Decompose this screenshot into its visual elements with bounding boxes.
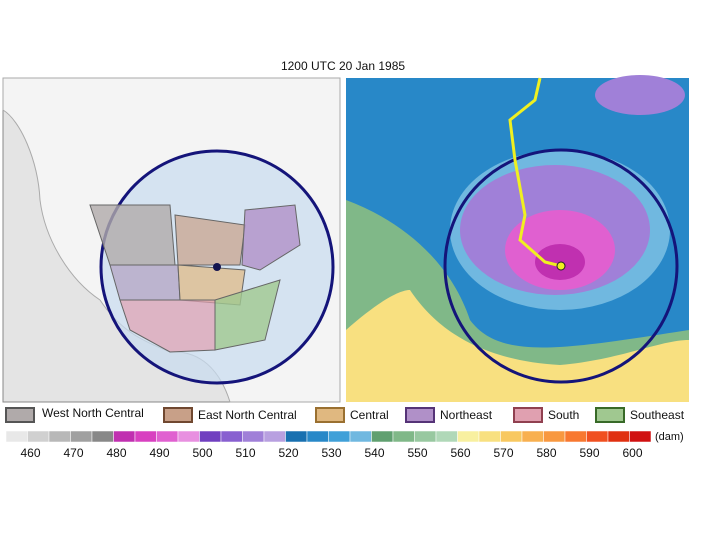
colorbar-label: 590 bbox=[579, 446, 599, 460]
colorbar-box bbox=[392, 430, 415, 443]
colorbar-box bbox=[457, 430, 480, 443]
colorbar-box bbox=[199, 430, 222, 443]
colorbar-box bbox=[285, 430, 308, 443]
left-map bbox=[2, 77, 341, 403]
legend-label: West North Central bbox=[42, 406, 144, 420]
colorbar-label: 580 bbox=[536, 446, 556, 460]
colorbar-label: 560 bbox=[450, 446, 470, 460]
colorbar-label: 570 bbox=[493, 446, 513, 460]
legend-swatch bbox=[513, 407, 543, 423]
colorbar-box bbox=[177, 430, 200, 443]
colorbar-box bbox=[220, 430, 243, 443]
colorbar-box bbox=[48, 430, 71, 443]
title: 1200 UTC 20 Jan 1985 bbox=[281, 59, 405, 73]
legend-swatch bbox=[5, 407, 35, 423]
colorbar-box bbox=[328, 430, 351, 443]
colorbar-box bbox=[500, 430, 523, 443]
colorbar-box bbox=[521, 430, 544, 443]
colorbar-box bbox=[242, 430, 265, 443]
colorbar-unit: (dam) bbox=[655, 431, 684, 443]
colorbar-box bbox=[564, 430, 587, 443]
legend-label: Central bbox=[350, 408, 389, 422]
colorbar-box bbox=[586, 430, 609, 443]
legend-label: East North Central bbox=[198, 408, 297, 422]
colorbar-box bbox=[91, 430, 114, 443]
colorbar-label: 600 bbox=[622, 446, 642, 460]
legend-swatch bbox=[315, 407, 345, 423]
colorbar-label: 530 bbox=[321, 446, 341, 460]
right-map bbox=[346, 75, 689, 402]
legend-label: Northeast bbox=[440, 408, 493, 422]
colorbar-label: 500 bbox=[192, 446, 212, 460]
colorbar-box bbox=[306, 430, 329, 443]
colorbar-box bbox=[263, 430, 286, 443]
legend-swatch bbox=[595, 407, 625, 423]
colorbar-box bbox=[156, 430, 179, 443]
colorbar-box bbox=[607, 430, 630, 443]
colorbar-label: 520 bbox=[278, 446, 298, 460]
colorbar-box bbox=[414, 430, 437, 443]
colorbar-box bbox=[5, 430, 28, 443]
colorbar-label: 510 bbox=[235, 446, 255, 460]
colorbar-label: 540 bbox=[364, 446, 384, 460]
colorbar-box bbox=[543, 430, 566, 443]
legend-label: South bbox=[548, 408, 579, 422]
legend-swatch bbox=[163, 407, 193, 423]
colorbar-box bbox=[435, 430, 458, 443]
legend-label: Southeast bbox=[630, 408, 685, 422]
colorbar-label: 470 bbox=[63, 446, 83, 460]
colorbar-box bbox=[629, 430, 652, 443]
colorbar-label: 460 bbox=[20, 446, 40, 460]
colorbar-label: 490 bbox=[149, 446, 169, 460]
colorbar-box bbox=[27, 430, 50, 443]
colorbar-label: 480 bbox=[106, 446, 126, 460]
colorbar-box bbox=[478, 430, 501, 443]
colorbar-box bbox=[134, 430, 157, 443]
colorbar-box bbox=[371, 430, 394, 443]
colorbar-box bbox=[113, 430, 136, 443]
colorbar-label: 550 bbox=[407, 446, 427, 460]
colorbar-box bbox=[70, 430, 93, 443]
colorbar-box bbox=[349, 430, 372, 443]
legend-swatch bbox=[405, 407, 435, 423]
